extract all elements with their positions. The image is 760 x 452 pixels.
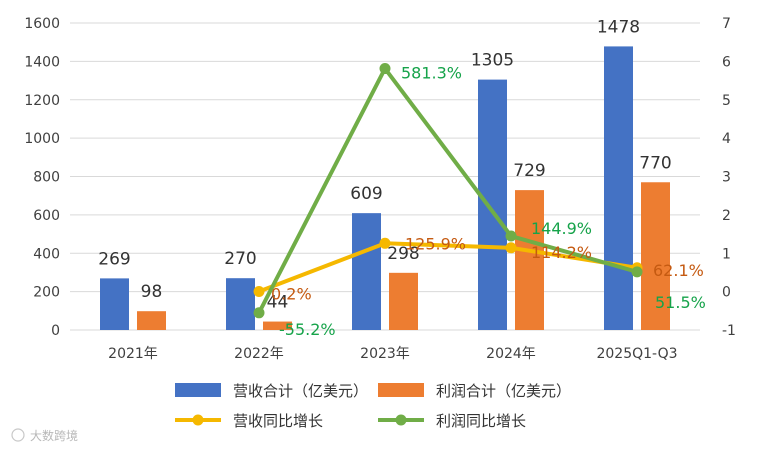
bar-value-label: 269 bbox=[98, 249, 130, 269]
y-right-tick-label: 7 bbox=[722, 16, 731, 32]
line-value-label: 144.9% bbox=[531, 219, 592, 238]
y-left-tick-label: 200 bbox=[33, 285, 60, 301]
y-right-tick-label: 0 bbox=[722, 285, 731, 301]
bar bbox=[515, 190, 544, 330]
bar bbox=[604, 46, 633, 330]
bar bbox=[389, 272, 418, 330]
y-left-tick-label: 1400 bbox=[24, 54, 60, 70]
y-right-tick-label: 6 bbox=[722, 54, 731, 70]
bar-value-label: 44 bbox=[267, 293, 289, 313]
legend-swatch bbox=[175, 383, 221, 397]
y-right-tick-label: 3 bbox=[722, 170, 731, 186]
series-line bbox=[258, 241, 638, 294]
legend-label: 营收合计（亿美元） bbox=[233, 382, 368, 400]
bar-value-label: 1305 bbox=[471, 51, 514, 71]
y-left-tick-label: 1600 bbox=[24, 16, 60, 32]
x-tick-label: 2023年 bbox=[360, 346, 410, 362]
y-right-tick-label: 2 bbox=[722, 208, 731, 224]
bar-value-label: 270 bbox=[224, 249, 256, 269]
y-right-tick-label: 1 bbox=[722, 246, 731, 262]
line-value-label: -55.2% bbox=[279, 320, 336, 339]
bar bbox=[226, 278, 255, 330]
watermark-text: 大数跨境 bbox=[30, 428, 78, 443]
line-point bbox=[505, 230, 517, 242]
bar-value-label: 298 bbox=[387, 244, 419, 264]
line-point bbox=[631, 266, 643, 278]
line-value-label: 125.9% bbox=[405, 234, 466, 253]
y-right-tick-label: -1 bbox=[722, 323, 736, 339]
y-right-tick-label: 4 bbox=[722, 131, 731, 147]
line-value-label: 0.2% bbox=[271, 285, 312, 304]
line-point bbox=[505, 242, 517, 254]
x-tick-label: 2024年 bbox=[486, 346, 536, 362]
line-value-label: 62.1% bbox=[653, 261, 704, 280]
y-left-tick-label: 800 bbox=[33, 170, 60, 186]
line-point bbox=[253, 286, 265, 298]
bar-value-label: 98 bbox=[141, 282, 163, 302]
x-tick-label: 2025Q1-Q3 bbox=[596, 346, 677, 362]
bar-value-label: 729 bbox=[513, 161, 545, 181]
legend-label: 利润合计（亿美元） bbox=[436, 382, 571, 400]
legend-swatch bbox=[378, 383, 424, 397]
bar-value-label: 1478 bbox=[597, 17, 640, 37]
bar bbox=[137, 311, 166, 330]
line-value-label: 51.5% bbox=[655, 293, 706, 312]
bar bbox=[263, 321, 292, 330]
legend-marker bbox=[395, 414, 407, 426]
bar-value-label: 770 bbox=[639, 153, 671, 173]
y-left-tick-label: 0 bbox=[51, 323, 60, 339]
legend-marker bbox=[192, 414, 204, 426]
watermark-logo-icon bbox=[11, 428, 25, 442]
x-tick-label: 2022年 bbox=[234, 346, 284, 362]
y-left-tick-label: 600 bbox=[33, 208, 60, 224]
line-value-label: 581.3% bbox=[401, 64, 462, 83]
line-point bbox=[379, 63, 391, 75]
y-left-tick-label: 1000 bbox=[24, 131, 60, 147]
y-left-tick-label: 400 bbox=[33, 246, 60, 262]
bar bbox=[352, 213, 381, 330]
line-value-label: 114.2% bbox=[531, 243, 592, 262]
line-point bbox=[379, 237, 391, 249]
bar bbox=[478, 79, 507, 331]
bar bbox=[641, 182, 670, 330]
bar-value-label: 609 bbox=[350, 184, 382, 204]
y-right-tick-label: 5 bbox=[722, 93, 731, 109]
legend-label: 营收同比增长 bbox=[233, 412, 323, 430]
legend-label: 利润同比增长 bbox=[436, 412, 526, 430]
y-left-tick-label: 1200 bbox=[24, 93, 60, 109]
bar bbox=[100, 278, 129, 330]
line-point bbox=[253, 307, 265, 319]
x-tick-label: 2021年 bbox=[108, 346, 158, 362]
series-line bbox=[257, 66, 638, 314]
